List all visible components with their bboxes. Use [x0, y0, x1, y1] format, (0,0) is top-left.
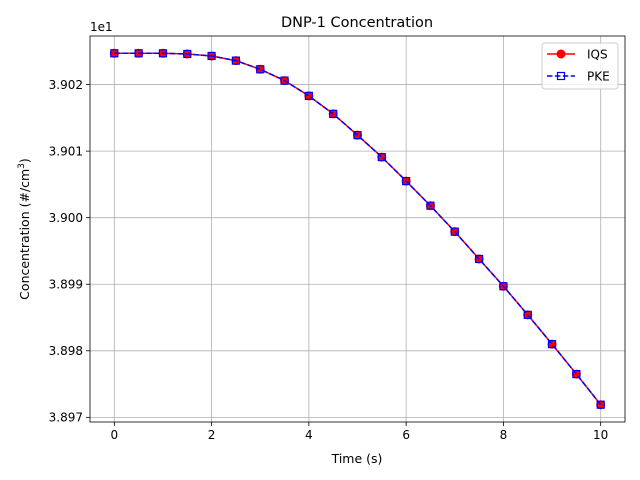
y-axis-offset-label: 1e1: [90, 20, 113, 34]
y-tick-label: 3.902: [49, 78, 83, 92]
x-tick-label: 10: [593, 428, 608, 442]
legend-label-iqs: IQS: [587, 48, 608, 62]
series-pke: [110, 49, 605, 409]
data-point: [353, 131, 362, 140]
y-axis-ticks: 3.897 3.898 3.899 3.900 3.901 3.902: [49, 78, 90, 425]
data-point: [402, 176, 411, 186]
y-axis-label-end: ): [17, 158, 32, 163]
y-tick-label: 3.897: [49, 411, 83, 425]
plot-frame: [89, 35, 626, 423]
x-axis-ticks: 0 2 4 6 8 10: [110, 422, 608, 442]
y-tick-label: 3.900: [49, 211, 83, 225]
data-point: [255, 64, 265, 74]
data-point: [547, 340, 557, 349]
data-point: [499, 282, 508, 291]
y-axis-label-main: Concentration (#/cm: [17, 169, 32, 300]
data-point: [304, 91, 313, 100]
x-tick-label: 2: [208, 428, 216, 442]
data-point: [474, 254, 484, 264]
data-point: [207, 51, 216, 61]
y-tick-label: 3.901: [49, 144, 83, 158]
x-tick-label: 8: [500, 428, 508, 442]
data-point: [158, 49, 168, 58]
y-axis-label-sup: 3: [17, 163, 27, 169]
chart-title: DNP-1 Concentration: [281, 15, 433, 31]
x-tick-label: 0: [110, 428, 118, 442]
data-point: [572, 369, 581, 379]
x-tick-label: 4: [305, 428, 313, 442]
legend: IQS PKE: [541, 42, 619, 90]
data-point: [110, 49, 119, 58]
data-point: [231, 56, 241, 65]
legend-marker-pke: [556, 71, 566, 81]
series-line: [114, 52, 602, 406]
data-point: [134, 49, 143, 58]
data-point: [183, 49, 192, 59]
y-axis-label: Concentration (#/cm3): [17, 158, 32, 300]
data-point: [280, 76, 289, 85]
data-point: [450, 227, 459, 236]
x-tick-label: 6: [402, 428, 410, 442]
data-point: [426, 201, 435, 210]
x-axis-label: Time (s): [331, 451, 383, 466]
data-point: [329, 109, 338, 118]
data-point: [377, 153, 386, 162]
legend-label-pke: PKE: [587, 70, 610, 84]
series-layer: [109, 48, 606, 410]
y-tick-label: 3.898: [49, 344, 83, 358]
data-point: [596, 400, 605, 409]
data-point: [256, 65, 265, 74]
y-tick-label: 3.899: [49, 278, 83, 292]
legend-marker-iqs: [556, 49, 566, 59]
data-point: [523, 310, 532, 319]
